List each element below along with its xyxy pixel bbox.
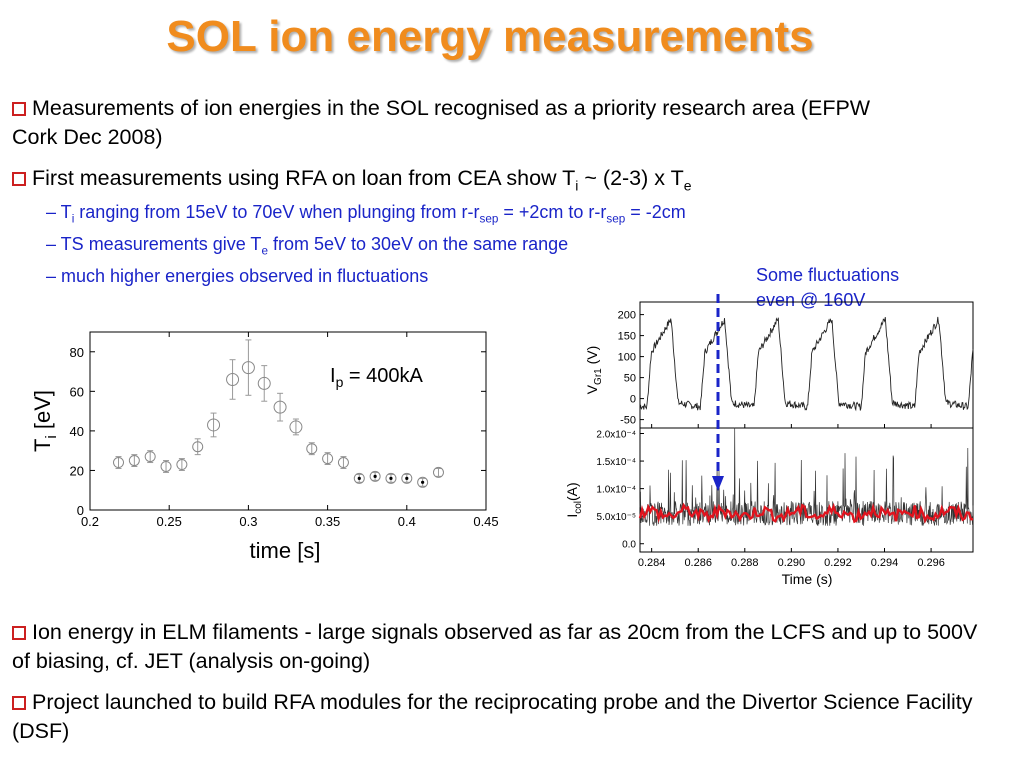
sub-2-a: – TS measurements give T — [46, 234, 262, 254]
voltage-trace — [639, 316, 974, 412]
bullet-3: Ion energy in ELM filaments - large sign… — [12, 618, 992, 676]
sub-1-sub1: i — [71, 212, 75, 226]
sub-bullet-2: – TS measurements give Te from 5eV to 30… — [46, 234, 568, 258]
data-point — [432, 466, 444, 478]
bottom-ytick-label: 1.0x10⁻⁴ — [596, 485, 636, 496]
chart1-ytick-label: 0 — [77, 503, 84, 518]
sub-bullet-1: – Ti ranging from 15eV to 70eV when plun… — [46, 202, 686, 226]
fluctuation-trace-chart: 0.284 0.286 0.288 0.290 0.292 0.294 0.296 200 15… — [564, 290, 974, 587]
data-point — [337, 456, 349, 469]
bullet-1: Measurements of ion energies in the SOL … — [12, 94, 912, 152]
data-point — [113, 456, 125, 469]
bullet-1-text: Measurements of ion energies in the SOL … — [12, 96, 871, 149]
ti-vs-time-chart: 0.2 0.25 0.3 0.35 0.4 0.45 0 20 40 60 80 Ip = 400k… — [30, 331, 499, 563]
annotation-line-1: Some fluctuations — [756, 265, 900, 285]
data-point — [353, 472, 365, 484]
bottom-ytick-label: 5.0x10⁻⁵ — [597, 512, 636, 523]
data-point — [369, 470, 381, 482]
bullet-box-icon — [12, 172, 26, 186]
data-point — [401, 472, 413, 484]
bullet-box-icon — [12, 102, 26, 116]
sub-1-a: – T — [46, 202, 72, 222]
bullet-box-icon — [12, 696, 26, 710]
bullet-4: Project launched to build RFA modules fo… — [12, 688, 992, 746]
chart2-xtick-label: 0.290 — [778, 557, 806, 569]
top-ytick-label: -50 — [620, 415, 636, 427]
chart1-xtick-label: 0.3 — [239, 514, 257, 529]
fluctuation-pointer-arrow-icon — [712, 476, 724, 491]
sub-2-sub1: e — [261, 244, 268, 258]
bottom-ylabel: Icol(A) — [564, 482, 584, 517]
bottom-ytick-label: 2.0x10⁻⁴ — [596, 430, 636, 441]
bullet-2-text: First measurements using RFA on loan fro… — [32, 166, 576, 190]
sub-2-b: from 5eV to 30eV on the same range — [267, 234, 569, 254]
chart2-xtick-label: 0.288 — [731, 557, 759, 569]
data-point — [306, 442, 318, 456]
data-point — [289, 418, 303, 436]
top-ytick-label: 200 — [618, 310, 636, 322]
bullet-box-icon — [12, 626, 26, 640]
chart2-xtick-label: 0.286 — [684, 557, 712, 569]
sub-1-b: ranging from 15eV to 70eV when plunging … — [74, 202, 480, 222]
chart1-xtick-label: 0.25 — [157, 514, 182, 529]
top-ytick-label: 50 — [624, 373, 636, 385]
sub-1-c: = +2cm to r-r — [498, 202, 607, 222]
data-point — [192, 438, 204, 456]
top-ytick-label: 150 — [618, 331, 636, 343]
chart1-xlabel: time [s] — [250, 538, 321, 563]
bullet-3-text: Ion energy in ELM filaments - large sign… — [12, 620, 978, 673]
annotation-line-2: even @ 160V — [756, 290, 866, 310]
chart1-xtick-label: 0.45 — [473, 514, 498, 529]
sub-1-sub2: sep — [479, 212, 499, 226]
data-point — [144, 450, 156, 464]
chart1-ytick-label: 80 — [70, 345, 84, 360]
chart1-ylabel: Ti [eV] — [30, 390, 60, 452]
sub-1-d: = -2cm — [625, 202, 686, 222]
chart1-frame — [89, 331, 487, 511]
top-ylabel: VGr1 (V) — [584, 346, 604, 395]
chart1-xtick-label: 0.35 — [315, 514, 340, 529]
bullet-2-text-b: ~ (2-3) x T — [578, 166, 684, 190]
data-point — [128, 454, 140, 467]
data-point — [226, 359, 240, 400]
chart1-ytick-label: 60 — [70, 384, 84, 399]
bullet-2: First measurements using RFA on loan fro… — [12, 164, 692, 200]
chart1-ytick-label: 20 — [70, 463, 84, 478]
data-point — [322, 452, 334, 466]
fluctuation-annotation: Some fluctuations even @ 160V — [756, 263, 899, 313]
fluctuation-pointer-line — [716, 290, 720, 478]
sub-1-sub3: sep — [606, 212, 626, 226]
data-point — [257, 365, 271, 402]
sub-bullet-3: – much higher energies observed in fluct… — [46, 266, 429, 286]
top-ytick-label: 0 — [630, 394, 636, 406]
chart1-ytick-label: 40 — [70, 424, 84, 439]
bullet-2-sub-b: e — [683, 177, 692, 194]
current-average-trace — [638, 502, 973, 524]
data-point — [207, 412, 221, 438]
data-point — [385, 472, 397, 484]
chart1-xtick-label: 0.2 — [81, 514, 99, 529]
bottom-ytick-label: 1.5x10⁻⁴ — [596, 457, 636, 468]
slide-title: SOL ion energy measurements — [166, 12, 814, 61]
chart2-xtick-label: 0.292 — [824, 557, 852, 569]
top-ytick-label: 100 — [618, 352, 636, 364]
chart2-xtick-label: 0.294 — [871, 557, 899, 569]
bullet-2-sub: i — [575, 177, 579, 194]
chart1-ip-label: Ip = 400kA — [330, 365, 424, 390]
chart2-xtick-label: 0.284 — [638, 557, 666, 569]
bullet-4-text: Project launched to build RFA modules fo… — [12, 690, 973, 743]
chart2-xtick-label: 0.296 — [917, 557, 945, 569]
data-point — [176, 458, 188, 471]
bottom-ytick-label: 0.0 — [622, 540, 636, 551]
chart1-xtick-label: 0.4 — [398, 514, 416, 529]
data-point — [417, 476, 429, 488]
chart2-xlabel: Time (s) — [782, 571, 833, 587]
bottom-panel-frame — [639, 427, 974, 553]
data-point — [241, 339, 255, 396]
data-point — [273, 392, 287, 422]
data-point — [160, 460, 172, 473]
